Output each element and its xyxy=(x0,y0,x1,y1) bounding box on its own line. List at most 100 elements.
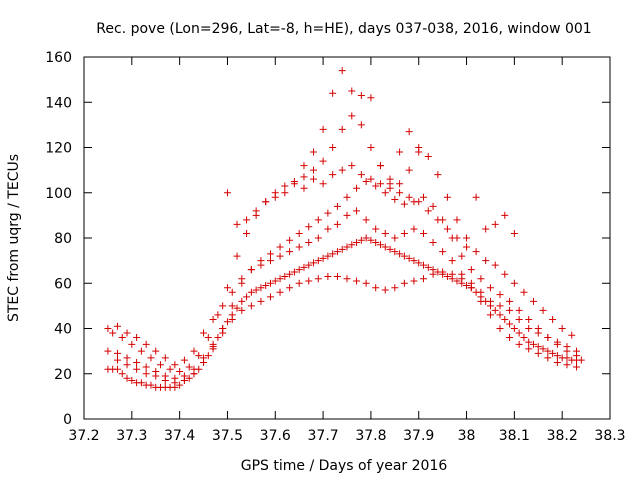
data-point xyxy=(243,293,251,301)
data-point xyxy=(443,193,451,201)
data-point xyxy=(295,279,303,287)
x-tick-label: 38.1 xyxy=(499,428,530,444)
y-tick-label: 140 xyxy=(45,95,72,111)
data-point xyxy=(501,315,509,323)
data-point xyxy=(310,259,318,267)
data-point xyxy=(463,282,471,290)
data-point xyxy=(290,180,298,188)
data-point xyxy=(214,311,222,319)
data-point xyxy=(357,171,365,179)
data-point xyxy=(276,275,284,283)
data-point xyxy=(386,184,394,192)
data-point xyxy=(123,329,131,337)
data-point xyxy=(458,270,466,278)
data-point xyxy=(362,177,370,185)
data-point xyxy=(147,354,155,362)
data-point xyxy=(391,284,399,292)
data-point xyxy=(305,239,313,247)
data-point xyxy=(525,338,533,346)
data-point xyxy=(233,304,241,312)
data-point xyxy=(338,125,346,133)
data-point xyxy=(477,275,485,283)
data-point xyxy=(166,365,174,373)
data-point xyxy=(453,234,461,242)
data-point xyxy=(448,270,456,278)
data-point xyxy=(219,302,227,310)
data-point xyxy=(319,157,327,165)
data-point xyxy=(161,354,169,362)
data-point xyxy=(424,153,432,161)
data-point xyxy=(520,288,528,296)
data-point xyxy=(367,175,375,183)
data-point xyxy=(381,229,389,237)
data-point xyxy=(348,112,356,120)
data-point xyxy=(353,277,361,285)
data-point xyxy=(491,220,499,228)
data-point xyxy=(123,361,131,369)
data-point xyxy=(190,347,198,355)
data-point xyxy=(405,166,413,174)
data-point xyxy=(348,162,356,170)
data-point xyxy=(314,234,322,242)
data-point xyxy=(515,306,523,314)
data-point xyxy=(496,291,504,299)
data-point xyxy=(118,370,126,378)
data-point xyxy=(434,171,442,179)
data-point xyxy=(515,315,523,323)
data-point xyxy=(223,284,231,292)
data-point xyxy=(276,252,284,260)
x-tick-label: 38.3 xyxy=(594,428,625,444)
data-point xyxy=(529,340,537,348)
data-point xyxy=(219,329,227,337)
data-point xyxy=(534,349,542,357)
data-point xyxy=(152,372,160,380)
data-point xyxy=(319,125,327,133)
data-point xyxy=(113,322,121,330)
data-point xyxy=(305,277,313,285)
data-point xyxy=(501,211,509,219)
data-point xyxy=(238,275,246,283)
data-point xyxy=(372,284,380,292)
data-point xyxy=(367,94,375,102)
data-point xyxy=(300,263,308,271)
data-point xyxy=(281,189,289,197)
data-point xyxy=(123,354,131,362)
y-axis-label: STEC from uqrg / TECUs xyxy=(6,154,22,322)
data-point xyxy=(544,354,552,362)
y-tick-label: 60 xyxy=(54,276,72,292)
data-point xyxy=(333,202,341,210)
data-point xyxy=(252,207,260,215)
data-point xyxy=(415,144,423,151)
data-point xyxy=(266,250,274,258)
data-point xyxy=(420,229,428,237)
data-point xyxy=(214,334,222,342)
data-point xyxy=(204,352,212,360)
data-point xyxy=(396,189,404,197)
data-point xyxy=(243,229,251,237)
data-point xyxy=(453,216,461,224)
data-point xyxy=(338,166,346,174)
data-point xyxy=(333,220,341,228)
data-point xyxy=(161,377,169,385)
data-point xyxy=(400,279,408,287)
data-point xyxy=(314,216,322,224)
data-point xyxy=(262,282,270,290)
data-point xyxy=(300,173,308,181)
data-point xyxy=(381,243,389,251)
data-point xyxy=(137,347,145,355)
data-point xyxy=(396,250,404,258)
data-point xyxy=(568,331,576,339)
x-tick-label: 37.8 xyxy=(355,428,386,444)
data-point xyxy=(243,216,251,224)
data-point xyxy=(372,239,380,247)
data-point xyxy=(113,365,121,373)
data-point xyxy=(439,248,447,256)
data-point xyxy=(142,340,150,348)
data-point xyxy=(209,315,217,323)
chart-title: Rec. pove (Lon=296, Lat=-8, h=HE), days … xyxy=(96,21,591,37)
data-point xyxy=(501,270,509,278)
data-point xyxy=(357,121,365,129)
data-point xyxy=(247,288,255,296)
data-point xyxy=(453,277,461,285)
data-point xyxy=(319,180,327,188)
